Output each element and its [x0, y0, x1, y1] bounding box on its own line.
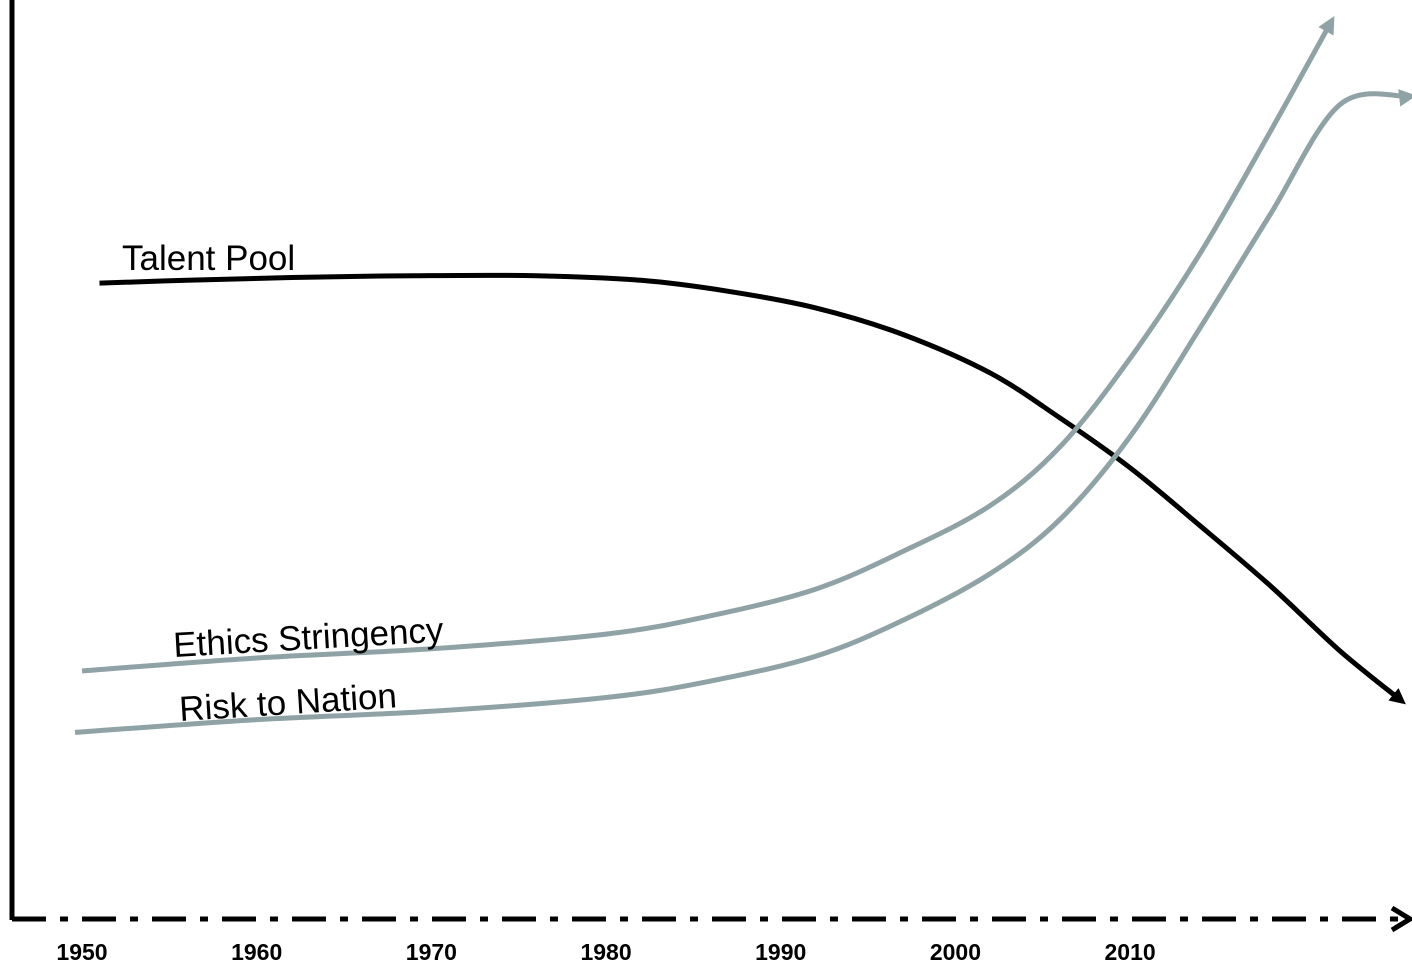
- series-lines: [74, 15, 1412, 735]
- x-tick-label: 1950: [56, 939, 107, 965]
- x-tick-label: 2000: [930, 939, 981, 965]
- x-tick-label: 1990: [755, 939, 806, 965]
- series-line-risk-to-nation: [74, 89, 1412, 735]
- series-label-talent-pool: Talent Pool: [122, 239, 295, 278]
- series-label-ethics-stringency: Ethics Stringency: [172, 610, 445, 665]
- series-line-talent-pool: [99, 272, 1406, 705]
- x-tick-labels: 1950 1960 1970 1980 1990 2000 2010: [56, 939, 1155, 965]
- series-label-risk-to-nation: Risk to Nation: [178, 676, 398, 729]
- x-tick-label: 1960: [231, 939, 282, 965]
- series-line-ethics-stringency: [81, 15, 1335, 674]
- x-axis-arrowhead: [1390, 905, 1412, 933]
- x-tick-label: 1970: [406, 939, 457, 965]
- axes: [9, 0, 1412, 933]
- x-tick-label: 1980: [580, 939, 631, 965]
- x-tick-label: 2010: [1105, 939, 1156, 965]
